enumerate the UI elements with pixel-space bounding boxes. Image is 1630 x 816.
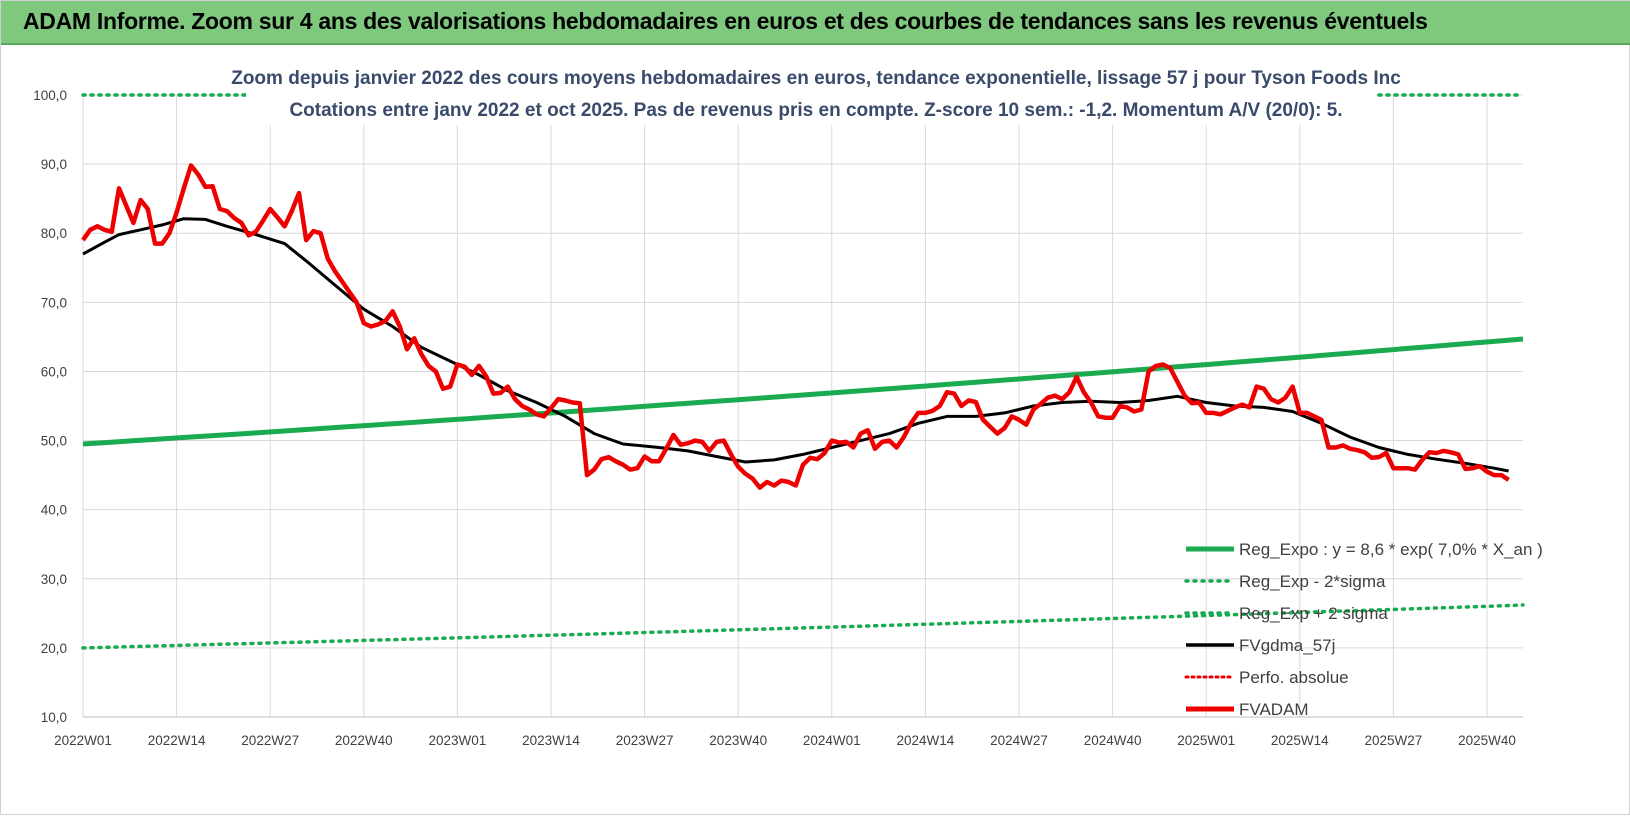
- chart-subtitle-line-1: Zoom depuis janvier 2022 des cours moyen…: [231, 68, 1401, 89]
- x-tick-label: 2023W01: [429, 733, 487, 748]
- x-tick-label: 2023W14: [522, 733, 580, 748]
- x-tick-label: 2022W27: [241, 733, 299, 748]
- x-tick-label: 2025W14: [1271, 733, 1329, 748]
- y-tick-label: 100,0: [33, 88, 67, 103]
- legend-label-reg_expo: Reg_Expo : y = 8,6 * exp( 7,0% * X_an ): [1239, 540, 1543, 559]
- series-reg-exp-minus-2sigma: [81, 603, 1525, 650]
- legend-label-reg_minus: Reg_Exp - 2*sigma: [1239, 572, 1386, 591]
- x-tick-label: 2022W14: [148, 733, 206, 748]
- grid-layer: [82, 94, 1523, 718]
- x-tick-label: 2025W40: [1458, 733, 1516, 748]
- series-fvadam: [81, 163, 1510, 490]
- x-tick-label: 2024W27: [990, 733, 1048, 748]
- y-tick-label: 80,0: [41, 226, 67, 241]
- subtitle-backdrop: [246, 59, 1376, 125]
- y-tick-label: 50,0: [41, 434, 67, 449]
- legend-label-fvadam: FVADAM: [1239, 700, 1309, 719]
- page-title: ADAM Informe. Zoom sur 4 ans des valoris…: [23, 8, 1428, 34]
- x-tick-label: 2024W40: [1084, 733, 1142, 748]
- x-tick-label: 2025W27: [1365, 733, 1423, 748]
- title-banner: ADAM Informe. Zoom sur 4 ans des valoris…: [1, 1, 1630, 45]
- x-tick-label: 2023W40: [709, 733, 767, 748]
- x-tick-label: 2023W27: [616, 733, 674, 748]
- series-reg-expo: [82, 336, 1524, 447]
- legend: Reg_Expo : y = 8,6 * exp( 7,0% * X_an ) R…: [1184, 540, 1543, 719]
- y-tick-label: 60,0: [41, 364, 67, 379]
- x-tick-label: 2024W14: [897, 733, 955, 748]
- y-tick-label: 30,0: [41, 572, 67, 587]
- legend-label-reg_plus: Reg_Exp + 2 sigma: [1239, 604, 1388, 623]
- x-tick-label: 2022W01: [54, 733, 112, 748]
- legend-label-fvgdma: FVgdma_57j: [1239, 636, 1335, 655]
- x-tick-label: 2022W40: [335, 733, 393, 748]
- x-tick-label: 2024W01: [803, 733, 861, 748]
- y-tick-label: 70,0: [41, 295, 67, 310]
- x-tick-label: 2025W01: [1177, 733, 1235, 748]
- chart-subtitle-line-2: Cotations entre janv 2022 et oct 2025. P…: [289, 100, 1342, 121]
- y-tick-label: 10,0: [41, 710, 67, 725]
- y-tick-label: 20,0: [41, 641, 67, 656]
- y-tick-label: 90,0: [41, 157, 67, 172]
- legend-label-perfo: Perfo. absolue: [1239, 668, 1349, 687]
- axis-labels: 10,0 20,0 30,0 40,0 50,0 60,0 70,0 80,0 90,0 100,…: [33, 88, 1516, 748]
- series-fvgdma-57j: [82, 217, 1509, 473]
- y-tick-label: 40,0: [41, 503, 67, 518]
